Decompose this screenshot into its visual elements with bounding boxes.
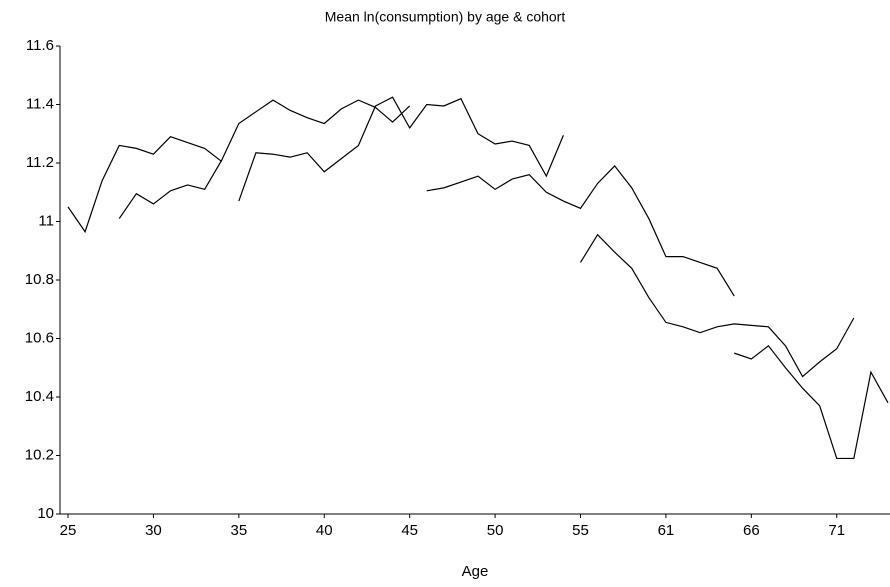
x-tick-label: 40	[316, 522, 333, 539]
y-tick-label: 10.2	[25, 446, 54, 463]
y-tick-label: 11	[38, 212, 54, 229]
x-tick-label: 66	[743, 522, 760, 539]
y-tick-label: 10	[37, 505, 54, 522]
y-tick-label: 10.6	[25, 329, 54, 346]
series-line	[579, 233, 855, 378]
y-tick-label: 11.6	[26, 37, 54, 54]
chart-title: Mean ln(consumption) by age & cohort	[325, 9, 566, 25]
x-tick-label: 71	[828, 522, 845, 539]
x-tick-label: 50	[487, 522, 504, 539]
series-line	[238, 96, 564, 202]
x-tick-label: 30	[145, 522, 162, 539]
y-tick-label: 10.4	[25, 388, 54, 405]
y-tick-label: 10.8	[25, 271, 54, 288]
x-tick-label: 55	[572, 522, 589, 539]
series-line	[118, 99, 411, 219]
y-tick-label: 11.2	[26, 154, 54, 171]
series-line	[67, 135, 223, 234]
x-tick-label: 45	[401, 522, 418, 539]
x-axis-label: Age	[462, 563, 489, 580]
x-tick-label: 35	[230, 522, 247, 539]
x-tick-label: 61	[658, 522, 675, 539]
series-line	[426, 165, 735, 297]
y-tick-label: 11.4	[26, 95, 54, 112]
series-line	[734, 344, 889, 460]
x-tick-label: 25	[60, 522, 77, 539]
